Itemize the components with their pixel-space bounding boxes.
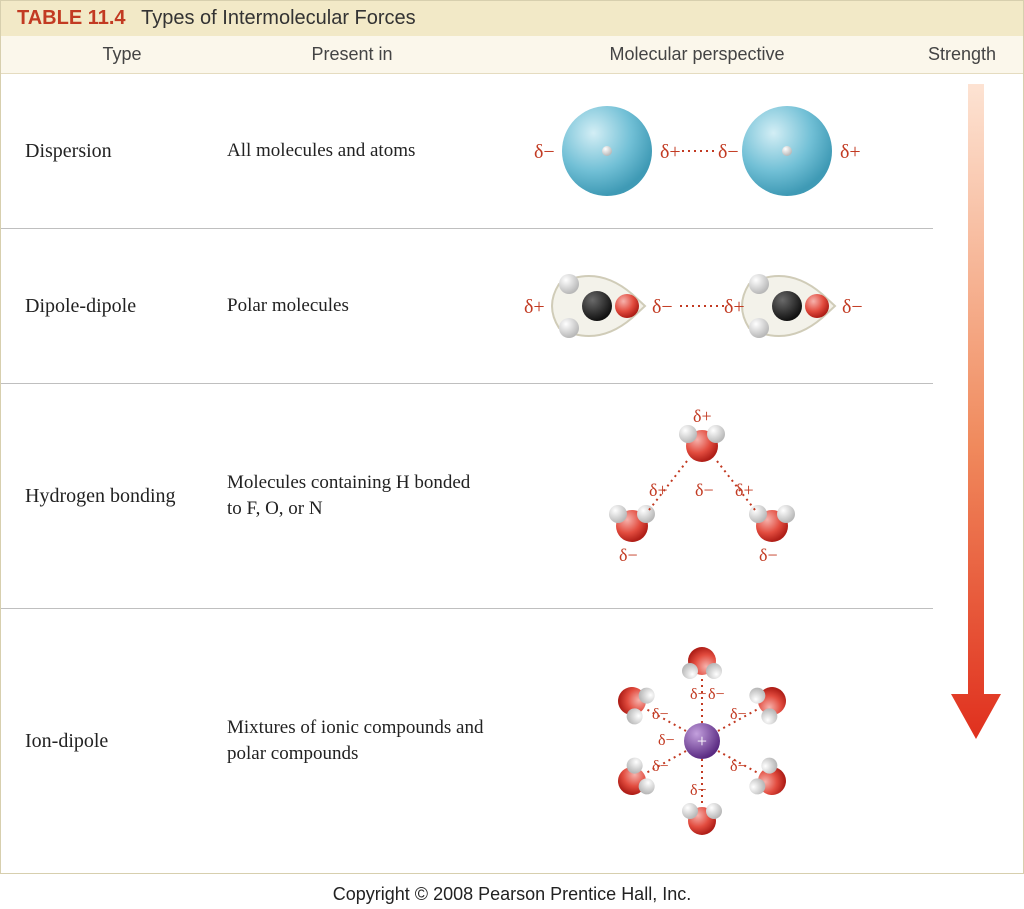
cell-perspective: δ+ δ− δ+ δ− <box>487 251 917 361</box>
cell-type: Ion-dipole <box>17 730 227 753</box>
delta-label: δ− <box>652 706 669 723</box>
col-header-strength: Strength <box>917 44 1007 65</box>
delta-label: δ+ <box>649 480 668 500</box>
delta-label: δ− <box>690 782 707 799</box>
rows-container: Dispersion All molecules and atoms <box>1 74 1023 873</box>
cell-present: Polar molecules <box>227 293 487 319</box>
cell-type: Dipole-dipole <box>17 295 227 318</box>
delta-label: δ− <box>695 480 714 500</box>
cell-perspective: + <box>487 631 917 851</box>
col-header-perspective: Molecular perspective <box>477 44 917 65</box>
cell-perspective: δ− δ+ δ− δ+ <box>487 96 917 206</box>
dispersion-diagram: δ− δ+ δ− δ+ <box>522 96 882 206</box>
delta-label: δ+ <box>724 296 745 318</box>
ion-label: + <box>697 731 707 751</box>
cell-present: All molecules and atoms <box>227 138 487 164</box>
delta-label: δ− <box>708 686 725 703</box>
cell-type: Dispersion <box>17 140 227 163</box>
arrow-icon <box>951 84 1001 739</box>
table-row: Dispersion All molecules and atoms <box>1 74 933 229</box>
cell-present: Molecules containing H bonded to F, O, o… <box>227 470 487 521</box>
delta-label: δ− <box>759 545 778 565</box>
cell-present: Mixtures of ionic compounds and polar co… <box>227 715 487 766</box>
strength-arrow <box>951 84 1001 739</box>
figure-table: TABLE 11.4 Types of Intermolecular Force… <box>0 0 1024 874</box>
title-bar: TABLE 11.4 Types of Intermolecular Force… <box>1 1 1023 36</box>
delta-label: δ− <box>730 706 747 723</box>
dipole-diagram: δ+ δ− δ+ δ− <box>502 251 902 361</box>
table-row: Hydrogen bonding Molecules containing H … <box>1 384 933 609</box>
table-title: Types of Intermolecular Forces <box>141 7 416 29</box>
delta-label: δ− <box>619 545 638 565</box>
delta-label: δ− <box>652 296 673 318</box>
delta-label: δ+ <box>660 141 681 163</box>
cell-type: Hydrogen bonding <box>17 485 227 508</box>
delta-label: δ+ <box>735 480 754 500</box>
header-row: Type Present in Molecular perspective St… <box>1 36 1023 74</box>
delta-label: δ− <box>658 732 675 749</box>
delta-label: δ− <box>534 141 555 163</box>
delta-label: δ+ <box>693 406 712 426</box>
table-row: Dipole-dipole Polar molecules <box>1 229 933 384</box>
table-body: Dispersion All molecules and atoms <box>1 74 1023 873</box>
hbond-diagram: δ+ δ+ δ− δ+ δ− δ− <box>557 406 847 586</box>
delta-label: δ− <box>730 758 747 775</box>
table-row: Ion-dipole Mixtures of ionic compounds a… <box>1 609 933 873</box>
copyright-text: Copyright © 2008 Pearson Prentice Hall, … <box>0 874 1024 909</box>
cell-perspective: δ+ δ+ δ− δ+ δ− δ− <box>487 406 917 586</box>
delta-label: δ+ <box>840 141 861 163</box>
iondipole-diagram: + <box>572 631 832 851</box>
table-number: TABLE 11.4 <box>17 7 126 29</box>
delta-label: δ− <box>652 758 669 775</box>
delta-label: δ− <box>718 141 739 163</box>
col-header-present: Present in <box>227 44 477 65</box>
delta-label: δ− <box>690 686 707 703</box>
delta-label: δ+ <box>524 296 545 318</box>
col-header-type: Type <box>17 44 227 65</box>
delta-label: δ− <box>842 296 863 318</box>
